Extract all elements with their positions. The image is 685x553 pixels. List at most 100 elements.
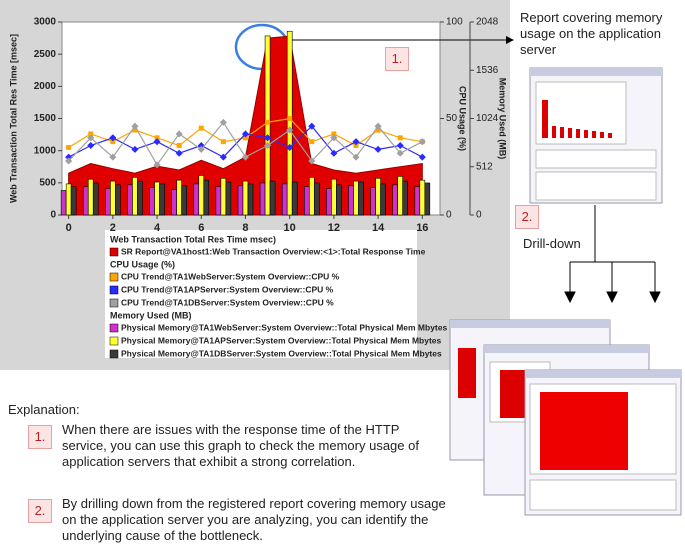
marker [220,139,226,145]
bar [424,182,431,216]
y3-tick-label: 2048 [476,17,499,28]
marker [308,122,316,130]
marker [374,122,382,130]
marker [175,149,183,157]
legend-box [105,230,417,358]
bar [105,188,111,216]
x-tick-label: 14 [372,222,385,234]
marker [197,145,205,153]
bar [60,190,67,216]
drill-down-lines [564,205,661,304]
y-tick-label: 2000 [34,81,57,92]
bar [92,182,99,216]
legend-swatch [109,323,119,333]
bar [414,186,421,216]
bar [225,181,232,216]
item-number: 2. [28,499,52,523]
bar [70,186,77,216]
bar [242,180,249,216]
bar [392,184,399,216]
marker [219,153,227,161]
legend-entry: CPU Trend@TA1DBServer:System Overview::C… [121,297,334,307]
marker [374,145,382,153]
y-tick-label: 1000 [34,145,57,156]
legend-swatch [109,336,119,346]
bar [82,186,89,216]
marker [264,141,272,150]
legend-group: Web Transaction Total Res Time msec) [110,234,276,244]
bar [291,181,298,216]
legend-group: CPU Usage (%) [110,259,175,269]
marker [132,127,138,133]
report-thumbnail [529,67,663,204]
bar [375,177,381,216]
bar [286,30,293,216]
bar [331,178,337,216]
x-tick-label: 6 [198,222,204,234]
marker [131,145,139,153]
bar [154,181,160,216]
bar [176,179,182,216]
legend-swatch [109,298,119,308]
bar [137,180,143,216]
y3-tick-label: 1536 [476,65,499,76]
marker [396,141,404,150]
drill-down-label: Drill-down [523,236,581,251]
marker [397,135,403,141]
marker [418,138,426,146]
y-tick-label: 500 [39,177,56,188]
legend-swatch [109,285,119,295]
marker [330,149,338,157]
y2-tick-label: 0 [446,210,452,221]
marker [375,127,381,133]
marker-2: 2. [515,205,539,229]
explanation-title: Explanation: [8,402,80,417]
marker [87,141,95,150]
marker [352,138,360,146]
y3-tick-label: 512 [476,161,493,172]
bar [193,183,200,216]
bar [326,188,332,216]
y-tick-label: 0 [50,210,56,221]
marker [131,122,139,130]
marker [418,153,426,161]
marker [153,161,161,169]
marker [198,125,204,131]
marker [88,131,94,137]
x-tick-label: 0 [66,222,72,234]
marker [309,139,315,145]
x-tick-label: 10 [284,222,296,234]
x-tick-label: 4 [154,222,161,234]
bar [203,179,210,216]
marker [153,138,161,146]
bar [181,185,187,216]
legend-entry: CPU Trend@TA1APServer:System Overview::C… [121,284,334,294]
bar [110,180,116,216]
bar [397,176,404,216]
bar [247,183,254,216]
bar [237,185,244,216]
y-tick-label: 3000 [34,17,57,28]
marker [176,143,182,149]
bar [127,184,133,216]
legend-entry: Physical Memory@TA1APServer:System Overv… [121,335,442,345]
marker [286,143,294,151]
y3-tick-label: 1024 [476,113,499,124]
marker [110,139,116,145]
marker [308,157,316,165]
bar [348,185,354,216]
legend-entry: Physical Memory@TA1WebServer:System Over… [121,322,447,332]
bar [281,183,288,216]
x-tick-label: 16 [416,222,428,234]
x-tick-label: 12 [328,222,340,234]
marker [219,118,227,126]
marker [286,126,294,134]
bar [149,187,155,216]
arrow-head [506,36,514,44]
bar [308,177,315,216]
bar [313,182,320,216]
bar [402,180,409,216]
x-tick-label: 2 [110,222,116,234]
